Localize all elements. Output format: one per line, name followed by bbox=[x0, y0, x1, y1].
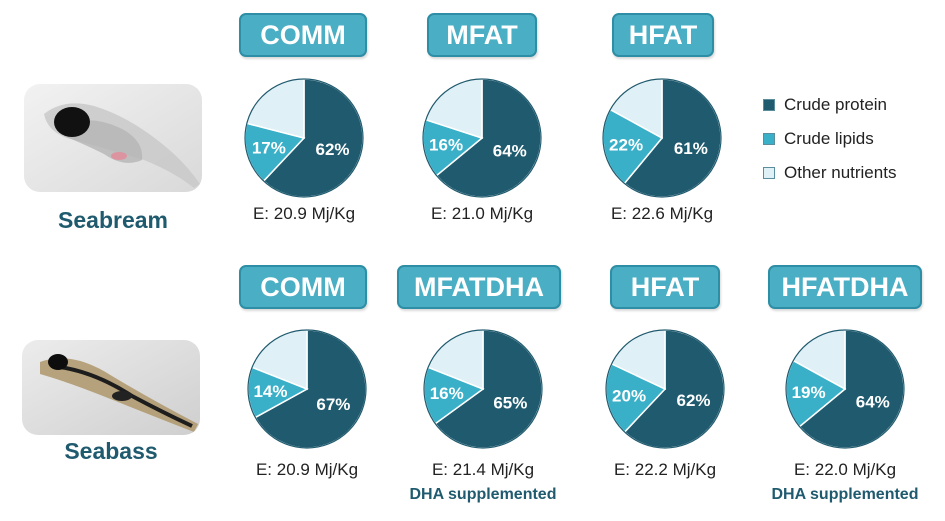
energy-label: E: 22.6 Mj/Kg bbox=[610, 204, 714, 223]
energy-label: E: 22.2 Mj/Kg bbox=[613, 460, 717, 479]
pie-outline bbox=[785, 329, 905, 449]
data-label: 16% bbox=[430, 384, 464, 403]
pie-chart-seabass-hfat: 62% 20% bbox=[605, 329, 725, 449]
legend-label: Other nutrients bbox=[784, 163, 897, 182]
diet-box-seabream-mfat: MFAT bbox=[427, 13, 537, 57]
data-label: 61% bbox=[674, 139, 708, 158]
diet-box-seabass-hfat: HFAT bbox=[610, 265, 720, 309]
data-label: 16% bbox=[429, 135, 463, 154]
energy-label: E: 22.0 Mj/Kg bbox=[793, 460, 897, 479]
data-label: 14% bbox=[253, 382, 287, 401]
diet-box-seabass-mfatdha: MFATDHA bbox=[397, 265, 561, 309]
legend-label: Crude lipids bbox=[784, 129, 874, 148]
data-label: 64% bbox=[856, 393, 890, 412]
pie-outline bbox=[244, 78, 364, 198]
data-label: 67% bbox=[316, 395, 350, 414]
seabass-larva-photo bbox=[22, 340, 200, 435]
pie-chart-seabass-hfatdha: 64% 19% bbox=[785, 329, 905, 449]
data-label: 62% bbox=[677, 391, 711, 410]
pie-outline bbox=[605, 329, 725, 449]
seabream-larva-photo bbox=[24, 84, 202, 192]
swatch-other-nutrients bbox=[763, 167, 775, 179]
legend-item-other-nutrients: Other nutrients bbox=[763, 156, 896, 190]
energy-label: E: 20.9 Mj/Kg bbox=[252, 204, 356, 223]
data-label: 17% bbox=[252, 139, 286, 158]
pie-outline bbox=[422, 78, 542, 198]
diet-box-seabass-comm: COMM bbox=[239, 265, 367, 309]
legend-item-crude-protein: Crude protein bbox=[763, 88, 896, 122]
dha-supplemented-note: DHA supplemented bbox=[409, 486, 557, 503]
seabass-label: Seabass bbox=[64, 438, 158, 464]
legend-item-crude-lipids: Crude lipids bbox=[763, 122, 896, 156]
swatch-crude-lipids bbox=[763, 133, 775, 145]
data-label: 62% bbox=[316, 140, 350, 159]
pie-chart-seabream-mfat: 64% 16% bbox=[422, 78, 542, 198]
legend-label: Crude protein bbox=[784, 95, 888, 114]
swatch-crude-protein bbox=[763, 99, 775, 111]
legend: Crude protein Crude lipids Other nutrien… bbox=[763, 88, 896, 190]
energy-label: E: 20.9 Mj/Kg bbox=[255, 460, 359, 479]
energy-label: E: 21.0 Mj/Kg bbox=[430, 204, 534, 223]
pie-chart-seabream-comm: 62% 17% bbox=[244, 78, 364, 198]
data-label: 22% bbox=[609, 135, 643, 154]
pie-outline bbox=[423, 329, 543, 449]
pie-chart-seabass-mfatdha: 65% 16% bbox=[423, 329, 543, 449]
diet-box-seabream-hfat: HFAT bbox=[612, 13, 714, 57]
diet-box-seabream-comm: COMM bbox=[239, 13, 367, 57]
data-label: 64% bbox=[493, 142, 527, 161]
seabream-label: Seabream bbox=[58, 207, 168, 233]
pie-outline bbox=[602, 78, 722, 198]
energy-label: E: 21.4 Mj/Kg bbox=[431, 460, 535, 479]
diet-box-seabass-hfatdha: HFATDHA bbox=[768, 265, 922, 309]
pie-chart-seabream-hfat: 61% 22% bbox=[602, 78, 722, 198]
data-label: 65% bbox=[493, 393, 527, 412]
data-label: 19% bbox=[792, 383, 826, 402]
pie-chart-seabass-comm: 67% 14% bbox=[247, 329, 367, 449]
dha-supplemented-note: DHA supplemented bbox=[771, 486, 919, 503]
pie-outline bbox=[247, 329, 367, 449]
data-label: 20% bbox=[612, 386, 646, 405]
